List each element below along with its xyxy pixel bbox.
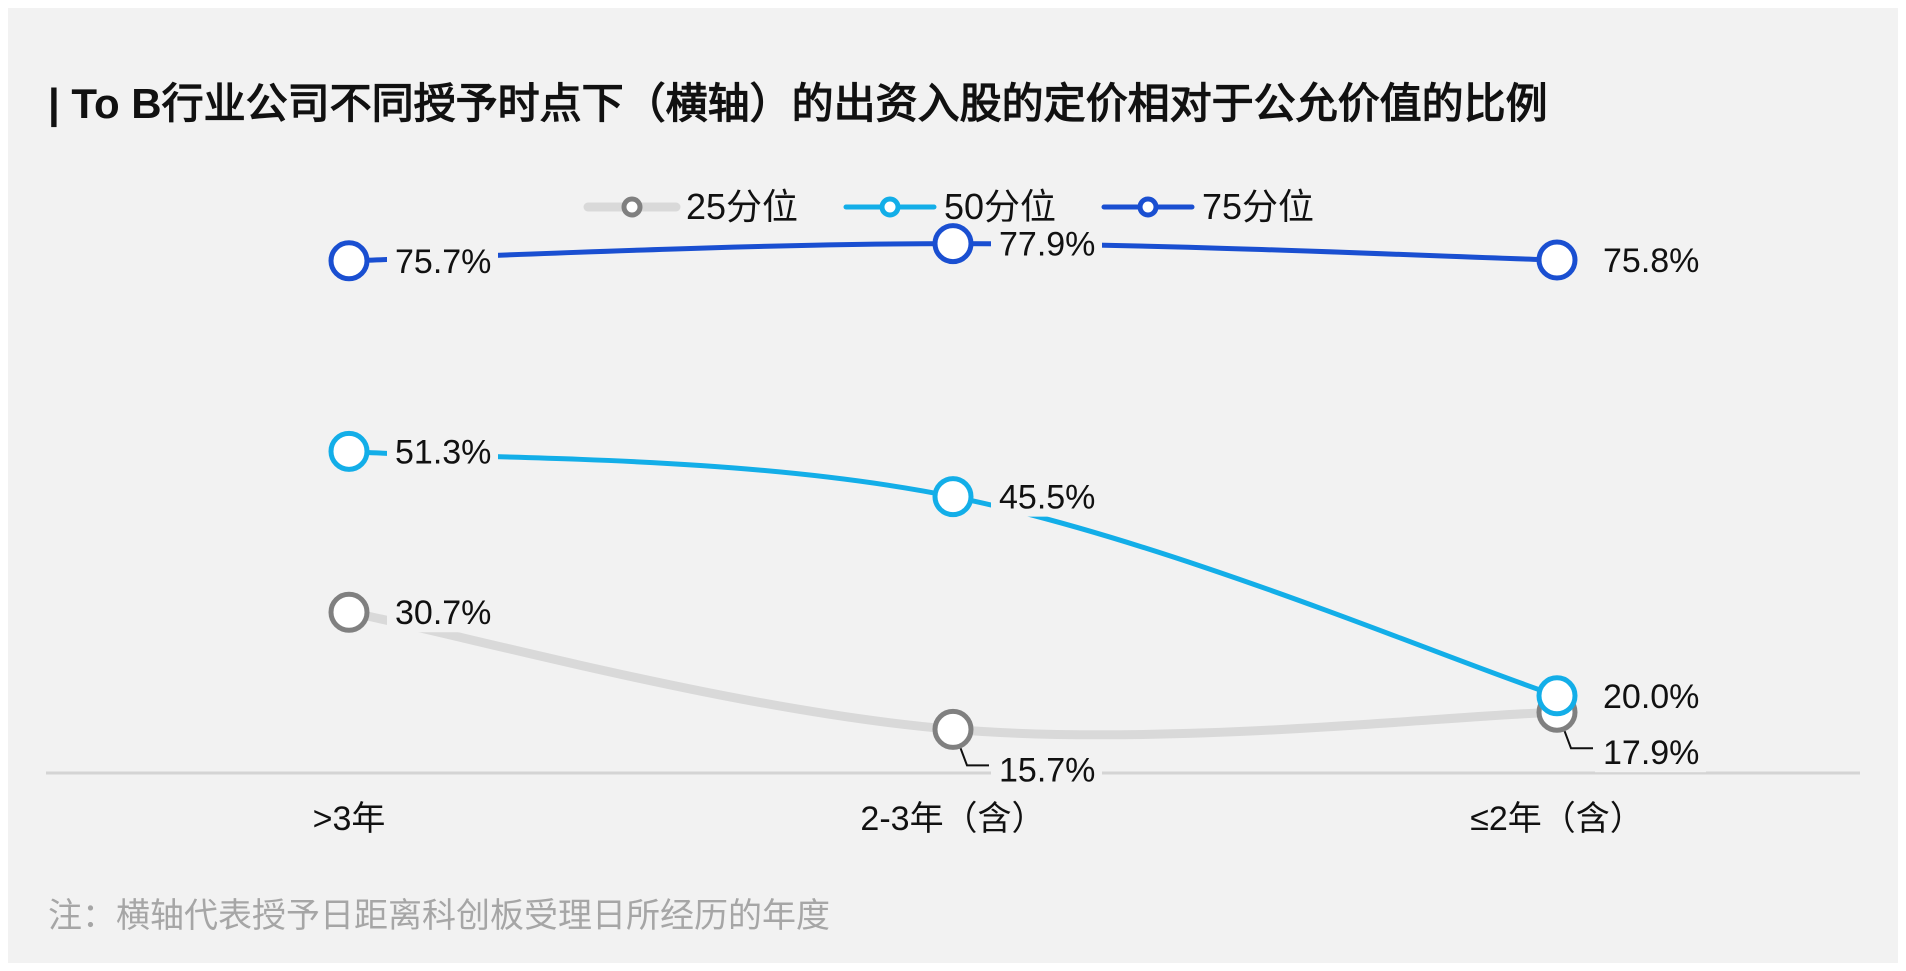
data-label-bg-p25-0 bbox=[387, 590, 498, 633]
series-p50: 51.3% 45.5% 20.0% bbox=[328, 429, 1706, 717]
series-layer: 30.7% 15.7% 17.9% 51.3% 45.5% 20.0% 75.7% 77.9%… bbox=[328, 221, 1706, 790]
data-label-p50-1: 45.5% bbox=[999, 479, 1095, 517]
series-p75: 75.7% 77.9% 75.8% bbox=[328, 221, 1706, 282]
data-label-bg-p75-1 bbox=[991, 221, 1102, 264]
legend-swatch-marker-p25 bbox=[621, 196, 643, 218]
x-tick-label-0: >3年 bbox=[313, 800, 386, 838]
data-label-p75-2: 75.8% bbox=[1603, 242, 1699, 280]
data-point-p50-2 bbox=[1536, 675, 1578, 717]
data-label-bg-p50-1 bbox=[991, 474, 1102, 517]
data-label-bg-p25-2 bbox=[1595, 730, 1706, 773]
legend-item-p25: 25分位 bbox=[583, 186, 798, 227]
data-label-bg-p50-0 bbox=[387, 429, 498, 472]
data-label-bg-p75-2 bbox=[1595, 238, 1706, 281]
data-point-p75-2 bbox=[1536, 239, 1578, 281]
data-label-p50-2: 20.0% bbox=[1603, 678, 1699, 716]
legend-label-p50: 50分位 bbox=[944, 186, 1056, 227]
data-label-bg-p50-2 bbox=[1595, 673, 1706, 716]
legend-label-p75: 75分位 bbox=[1202, 186, 1314, 227]
data-point-p75-1 bbox=[932, 223, 974, 265]
x-tick-label-1: 2-3年（含） bbox=[860, 800, 1045, 838]
data-label-p25-2: 17.9% bbox=[1603, 734, 1699, 772]
data-point-p50-1 bbox=[932, 476, 974, 518]
data-label-p75-0: 75.7% bbox=[395, 243, 491, 281]
legend: 25分位 50分位 75分位 bbox=[583, 186, 1314, 227]
data-label-p50-0: 51.3% bbox=[395, 433, 491, 471]
data-point-p75-0 bbox=[328, 240, 370, 282]
data-point-p50-0 bbox=[328, 430, 370, 472]
data-label-p75-1: 77.9% bbox=[999, 226, 1095, 264]
legend-label-p25: 25分位 bbox=[686, 186, 798, 227]
data-point-p25-0 bbox=[328, 591, 370, 633]
data-label-bg-p25-1 bbox=[991, 747, 1102, 790]
x-axis-ticks: >3年 2-3年（含） ≤2年（含） bbox=[313, 800, 1644, 838]
data-label-p25-0: 30.7% bbox=[395, 594, 491, 632]
series-p25: 30.7% 15.7% 17.9% bbox=[328, 590, 1706, 790]
data-point-p25-1 bbox=[932, 708, 974, 750]
x-tick-label-2: ≤2年（含） bbox=[1470, 800, 1644, 838]
legend-swatch-marker-p50 bbox=[879, 196, 901, 218]
legend-item-p50: 50分位 bbox=[843, 186, 1056, 227]
chart-title: | To B行业公司不同授予时点下（横轴）的出资入股的定价相对于公允价值的比例 bbox=[48, 80, 1548, 127]
data-label-p25-1: 15.7% bbox=[999, 751, 1095, 789]
legend-item-p75: 75分位 bbox=[1101, 186, 1314, 227]
legend-swatch-marker-p75 bbox=[1137, 196, 1159, 218]
footnote: 注：横轴代表授予日距离科创板受理日所经历的年度 bbox=[48, 897, 830, 935]
data-label-bg-p75-0 bbox=[387, 238, 498, 281]
